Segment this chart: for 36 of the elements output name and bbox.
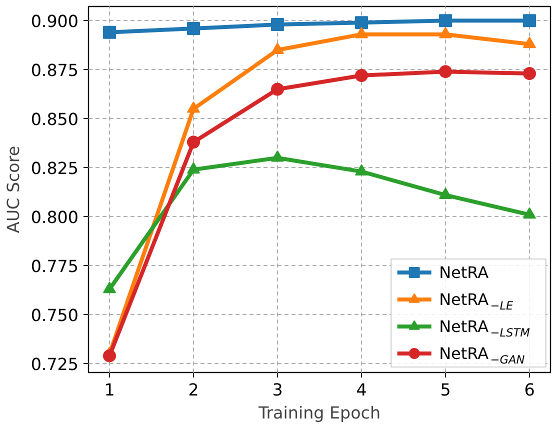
point [187, 22, 200, 35]
point [187, 162, 200, 174]
y-tick-label: 0.850 [30, 110, 79, 130]
y-tick-label: 0.825 [30, 159, 79, 178]
x-tick-label: 6 [524, 380, 535, 400]
x-tick-label: 5 [440, 380, 451, 400]
point [355, 164, 368, 176]
point [103, 26, 116, 39]
point [355, 16, 368, 30]
point [187, 101, 200, 113]
point [187, 136, 200, 149]
point [523, 67, 536, 80]
point [355, 69, 368, 82]
point [523, 14, 536, 28]
x-tick-label: 2 [188, 380, 199, 400]
point [439, 65, 452, 78]
x-tick-label: 3 [272, 380, 283, 400]
point [271, 18, 284, 32]
point [439, 188, 452, 200]
point [271, 82, 284, 96]
x-axis-title: Training Epoch [257, 404, 381, 422]
x-tick-label: 1 [104, 380, 115, 400]
point [103, 282, 116, 294]
point [271, 150, 284, 162]
y-tick-label: 0.750 [30, 306, 79, 326]
y-tick-label: 0.725 [30, 355, 79, 374]
point [439, 14, 452, 28]
point [523, 36, 536, 48]
x-tick-label: 4 [356, 380, 367, 400]
point [523, 207, 536, 219]
y-axis-title: AUC Score [4, 146, 23, 234]
y-tick-label: 0.875 [30, 61, 79, 80]
legend-label: NetRA [439, 263, 489, 282]
y-tick-label: 0.800 [30, 208, 79, 228]
y-tick-label: 0.775 [30, 257, 79, 276]
y-tick-label: 0.900 [30, 12, 79, 32]
